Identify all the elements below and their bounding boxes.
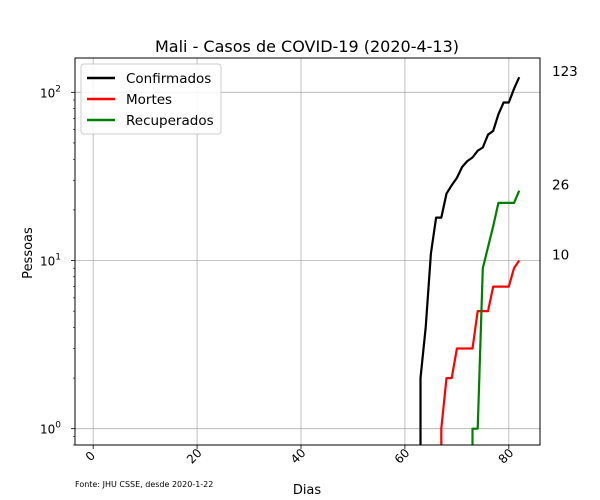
end-label-confirmados: 123 (552, 64, 578, 80)
y-tick-label: 102 (40, 84, 61, 100)
series-line-mortes (440, 259, 521, 445)
y-tick-exponent: 2 (55, 84, 61, 94)
legend: Confirmados Mortes Recuperados (80, 63, 222, 135)
y-tick-base: 10 (40, 255, 55, 269)
legend-label: Mortes (126, 92, 172, 108)
legend-label: Confirmados (126, 71, 211, 87)
y-tick-exponent: 0 (55, 421, 61, 431)
y-tick-base: 10 (40, 423, 55, 437)
end-labels: 123 10 26 (552, 64, 578, 263)
chart-title: Mali - Casos de COVID-19 (2020-4-13) (155, 37, 459, 56)
series-lines (419, 76, 521, 445)
y-tick-label: 101 (40, 253, 61, 269)
plot-frame (74, 57, 541, 446)
x-axis-label: Dias (293, 483, 322, 498)
y-tick-exponent: 1 (55, 253, 61, 263)
end-label-mortes: 10 (552, 248, 569, 264)
legend-label: Recuperados (126, 113, 214, 129)
y-tick-label: 100 (40, 421, 61, 437)
y-axis-label: Pessoas (21, 227, 36, 279)
y-tick-base: 10 (40, 86, 55, 100)
series-line-recuperados (471, 190, 521, 445)
series-line-confirmados (419, 76, 521, 445)
source-note: Fonte: JHU CSSE, desde 2020-1-22 (75, 480, 213, 489)
legend-box (80, 63, 222, 135)
end-label-recuperados: 26 (552, 178, 569, 194)
